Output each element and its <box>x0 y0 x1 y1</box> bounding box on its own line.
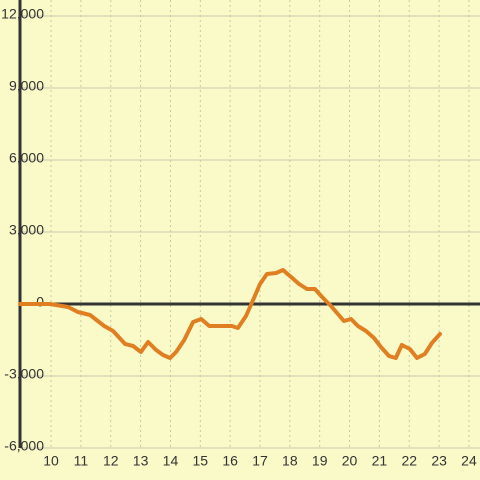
y-tick-label: -3,000 <box>4 366 44 382</box>
y-tick-label: -6,000 <box>4 438 44 454</box>
y-tick-label: 9,000 <box>9 78 44 94</box>
y-tick-label: 0 <box>36 294 44 310</box>
x-tick-label: 22 <box>401 453 417 469</box>
y-tick-label: 6,000 <box>9 150 44 166</box>
x-tick-label: 14 <box>163 453 179 469</box>
x-tick-label: 11 <box>74 453 89 469</box>
data-line <box>18 268 442 360</box>
x-tick-label: 21 <box>372 453 388 469</box>
y-tick-label: 3,000 <box>9 222 44 238</box>
y-tick-label: 12,000 <box>1 6 44 22</box>
x-tick-label: 19 <box>312 453 328 469</box>
x-tick-label: 20 <box>342 453 358 469</box>
x-tick-label: 10 <box>43 453 59 469</box>
x-tick-label: 24 <box>461 453 477 469</box>
x-tick-label: 18 <box>282 453 298 469</box>
x-tick-label: 12 <box>103 453 119 469</box>
x-tick-label: 15 <box>193 453 209 469</box>
x-tick-label: 16 <box>222 453 238 469</box>
x-tick-label: 23 <box>431 453 447 469</box>
x-tick-label: 17 <box>252 453 268 469</box>
x-tick-label: 13 <box>133 453 149 469</box>
